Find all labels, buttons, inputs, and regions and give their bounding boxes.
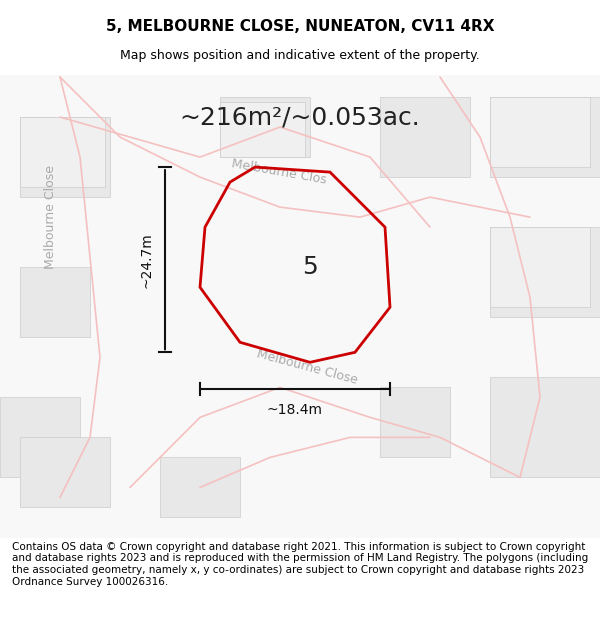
Bar: [380, 388, 450, 458]
Bar: [490, 227, 590, 308]
Bar: [20, 117, 110, 197]
Text: ~24.7m: ~24.7m: [139, 232, 153, 288]
Bar: [220, 102, 305, 157]
Bar: [490, 97, 600, 177]
Bar: [490, 378, 600, 478]
Bar: [490, 97, 590, 167]
Text: Contains OS data © Crown copyright and database right 2021. This information is : Contains OS data © Crown copyright and d…: [12, 542, 588, 587]
Bar: [160, 458, 240, 518]
Bar: [20, 438, 110, 508]
Text: 5: 5: [302, 255, 318, 279]
Text: Melbourne Close: Melbourne Close: [255, 348, 359, 387]
Bar: [380, 97, 470, 177]
Text: Melbourne Close: Melbourne Close: [44, 165, 56, 269]
Bar: [490, 227, 600, 318]
Text: Map shows position and indicative extent of the property.: Map shows position and indicative extent…: [120, 49, 480, 62]
Text: Melbourne Clos: Melbourne Clos: [230, 158, 327, 187]
Bar: [0, 398, 80, 478]
Text: ~216m²/~0.053ac.: ~216m²/~0.053ac.: [179, 105, 421, 129]
Text: 5, MELBOURNE CLOSE, NUNEATON, CV11 4RX: 5, MELBOURNE CLOSE, NUNEATON, CV11 4RX: [106, 19, 494, 34]
Bar: [20, 117, 105, 187]
Text: ~18.4m: ~18.4m: [267, 403, 323, 418]
Bar: [220, 97, 310, 157]
Bar: [20, 268, 90, 338]
